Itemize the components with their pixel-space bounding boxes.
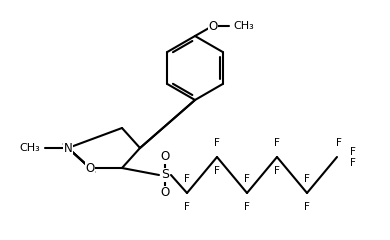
Text: F: F [350,158,356,168]
Text: F: F [184,202,190,212]
Text: F: F [304,174,310,184]
Text: S: S [161,168,169,181]
Text: F: F [214,138,220,148]
Text: F: F [350,147,356,157]
Text: F: F [274,166,280,176]
Text: F: F [184,174,190,184]
Text: O: O [85,162,95,174]
Text: F: F [274,138,280,148]
Text: O: O [208,19,218,32]
Text: F: F [214,166,220,176]
Text: F: F [304,202,310,212]
Text: CH₃: CH₃ [19,143,40,153]
Text: F: F [244,174,250,184]
Text: CH₃: CH₃ [233,21,254,31]
Text: F: F [244,202,250,212]
Text: F: F [336,138,342,148]
Text: O: O [160,186,170,199]
Text: O: O [160,150,170,163]
Text: N: N [64,142,73,155]
